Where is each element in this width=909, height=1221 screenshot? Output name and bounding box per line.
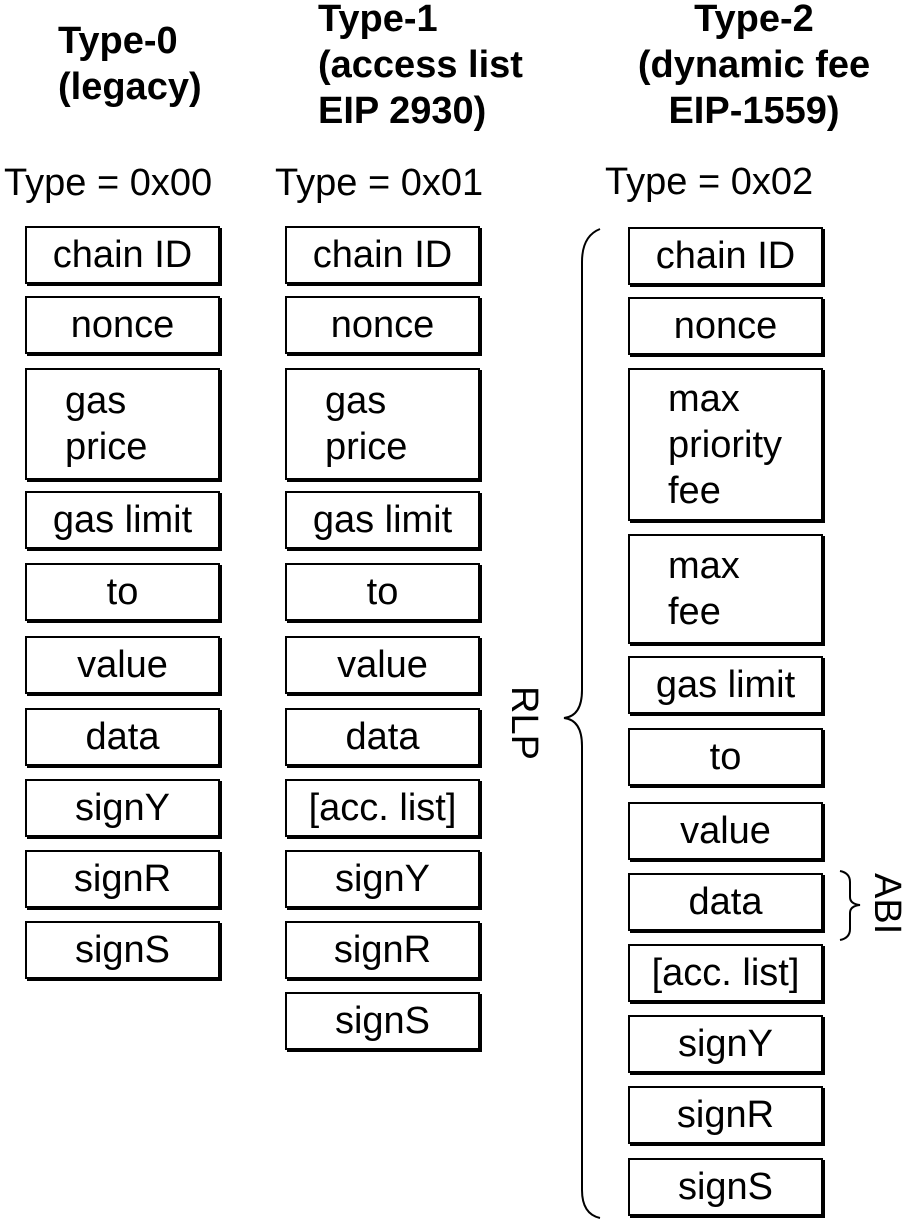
column-heading-type-2: Type-2 (dynamic fee EIP-1559) — [637, 0, 871, 132]
field-sign-y: signY — [25, 779, 220, 837]
field-chain-id: chain ID — [285, 226, 480, 284]
field-access-list: [acc. list] — [285, 779, 480, 837]
field-value: value — [628, 802, 823, 860]
field-gas-limit: gas limit — [285, 491, 480, 549]
field-sign-s: signS — [628, 1158, 823, 1216]
field-sign-s: signS — [285, 992, 480, 1050]
field-chain-id: chain ID — [628, 227, 823, 285]
abi-brace — [839, 870, 861, 941]
type-code-1: Type = 0x01 — [275, 162, 484, 204]
column-heading-type-0: Type-0 (legacy) — [58, 20, 202, 108]
field-nonce: nonce — [285, 296, 480, 354]
field-value: value — [285, 636, 480, 694]
field-sign-r: signR — [628, 1086, 823, 1144]
rlp-brace — [563, 228, 601, 1219]
rlp-label: RLP — [503, 686, 545, 760]
field-sign-s: signS — [25, 921, 220, 979]
field-to: to — [285, 563, 480, 621]
abi-label: ABI — [866, 873, 908, 935]
field-access-list: [acc. list] — [628, 944, 823, 1002]
field-value: value — [25, 636, 220, 694]
column-heading-type-1: Type-1 (access list EIP 2930) — [318, 0, 523, 132]
field-gas-limit: gas limit — [628, 656, 823, 714]
field-to: to — [25, 563, 220, 621]
field-gas-price: gas price — [285, 368, 480, 480]
field-to: to — [628, 728, 823, 786]
field-sign-y: signY — [285, 850, 480, 908]
field-max-priority-fee: max priority fee — [628, 368, 823, 521]
field-nonce: nonce — [25, 296, 220, 354]
field-chain-id: chain ID — [25, 226, 220, 284]
field-sign-r: signR — [285, 921, 480, 979]
type-code-2: Type = 0x02 — [605, 161, 814, 203]
field-max-fee: max fee — [628, 534, 823, 644]
field-gas-price: gas price — [25, 368, 220, 480]
field-sign-r: signR — [25, 850, 220, 908]
field-gas-limit: gas limit — [25, 491, 220, 549]
field-sign-y: signY — [628, 1015, 823, 1073]
type-code-0: Type = 0x00 — [4, 162, 213, 204]
field-data: data — [285, 708, 480, 766]
field-data: data — [25, 708, 220, 766]
field-nonce: nonce — [628, 297, 823, 355]
field-data: data — [628, 873, 823, 931]
